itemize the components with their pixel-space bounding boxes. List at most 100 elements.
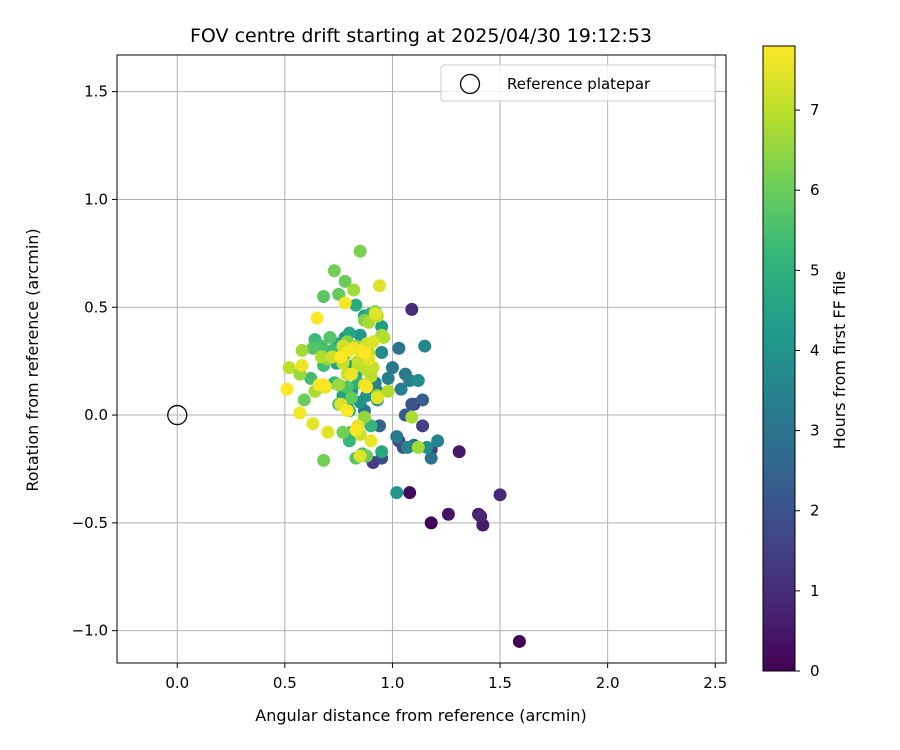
colorbar-tick-label: 3	[810, 422, 820, 440]
data-point	[377, 330, 391, 344]
data-point	[332, 378, 346, 392]
data-point	[336, 425, 350, 439]
colorbar-tick-label: 2	[810, 502, 820, 520]
data-point	[338, 274, 352, 288]
data-point	[381, 384, 395, 398]
data-point	[431, 434, 445, 448]
reference-platepar-point	[167, 404, 188, 426]
data-point	[353, 449, 367, 463]
data-point	[452, 445, 466, 459]
data-point	[405, 397, 419, 411]
data-point	[381, 371, 395, 385]
data-point	[390, 486, 404, 500]
y-tick-label: 0.0	[84, 406, 108, 424]
data-point	[349, 298, 363, 312]
colorbar: 0 1 2 3 4 5 6 7 Hours from first FF file	[762, 45, 849, 680]
data-point	[403, 486, 417, 500]
data-point	[373, 279, 387, 293]
data-point	[424, 451, 438, 465]
data-point	[306, 417, 320, 431]
colorbar-ticks: 0 1 2 3 4 5 6 7	[795, 101, 820, 680]
data-point	[441, 507, 455, 521]
data-point	[280, 382, 294, 396]
data-point	[314, 350, 328, 364]
colorbar-tick-label: 6	[810, 181, 820, 199]
data-point	[340, 404, 354, 418]
y-tick-label: 1.5	[84, 83, 108, 101]
y-tick-label: −0.5	[72, 514, 108, 532]
data-point	[306, 341, 320, 355]
data-point	[411, 374, 425, 388]
data-point	[347, 283, 361, 297]
data-point	[418, 339, 432, 353]
data-point	[345, 391, 359, 405]
x-tick-label: 0.0	[165, 674, 189, 692]
y-tick-label: 1.0	[84, 190, 108, 208]
data-point	[282, 361, 296, 375]
data-point	[493, 488, 507, 502]
data-point	[474, 509, 488, 523]
legend-entry-label: Reference platepar	[507, 75, 651, 93]
x-tick-label: 2.0	[596, 674, 620, 692]
data-point	[392, 341, 406, 355]
colorbar-tick-label: 5	[810, 261, 820, 279]
x-tick-label: 1.5	[488, 674, 512, 692]
data-point	[317, 289, 331, 303]
x-axis-ticks: 0.0 0.5 1.0 1.5 2.0 2.5	[165, 663, 727, 692]
x-axis-label: Angular distance from reference (arcmin)	[255, 706, 586, 725]
data-point	[385, 361, 399, 375]
reference-marker	[167, 404, 188, 426]
x-tick-label: 0.5	[273, 674, 297, 692]
colorbar-tick-label: 7	[810, 101, 820, 119]
data-point	[338, 296, 352, 310]
data-point	[310, 311, 324, 325]
data-point	[353, 244, 367, 258]
y-axis-ticks: −1.0 −0.5 0.0 0.5 1.0 1.5	[72, 83, 117, 640]
data-point	[401, 440, 415, 454]
data-point	[366, 335, 380, 349]
data-point	[297, 393, 311, 407]
data-point	[368, 307, 382, 321]
colorbar-tick-label: 4	[810, 341, 820, 359]
y-axis-label: Rotation from reference (arcmin)	[23, 228, 42, 491]
data-point	[394, 382, 408, 396]
data-point	[405, 302, 419, 316]
data-point	[512, 634, 526, 648]
data-point	[295, 343, 309, 357]
legend-box	[440, 64, 716, 102]
data-point	[317, 378, 331, 392]
data-point	[405, 410, 419, 424]
data-point	[345, 367, 359, 381]
data-point	[293, 406, 307, 420]
data-point	[364, 434, 378, 448]
grid-lines	[117, 55, 726, 663]
data-point	[295, 358, 309, 372]
data-point	[317, 453, 331, 467]
x-tick-label: 1.0	[381, 674, 405, 692]
legend-marker-icon	[459, 73, 481, 95]
data-point	[416, 419, 430, 433]
legend: Reference platepar	[440, 64, 716, 102]
colorbar-tick-label: 1	[810, 582, 820, 600]
colorbar-tick-label: 0	[810, 662, 820, 680]
data-point	[416, 393, 430, 407]
y-tick-label: −1.0	[72, 622, 108, 640]
data-points	[280, 244, 526, 648]
plot-area-frame	[116, 54, 727, 664]
data-point	[375, 346, 389, 360]
data-point	[357, 346, 371, 360]
data-point	[390, 430, 404, 444]
chart-title: FOV centre drift starting at 2025/04/30 …	[190, 25, 652, 47]
x-tick-label: 2.5	[703, 674, 727, 692]
data-point	[375, 445, 389, 459]
data-point	[349, 423, 363, 437]
colorbar-gradient	[762, 45, 796, 672]
data-point	[334, 350, 348, 364]
data-point	[323, 330, 337, 344]
y-tick-label: 0.5	[84, 298, 108, 316]
data-point	[424, 516, 438, 530]
data-point	[327, 264, 341, 278]
data-point	[321, 425, 335, 439]
data-point	[370, 391, 384, 405]
